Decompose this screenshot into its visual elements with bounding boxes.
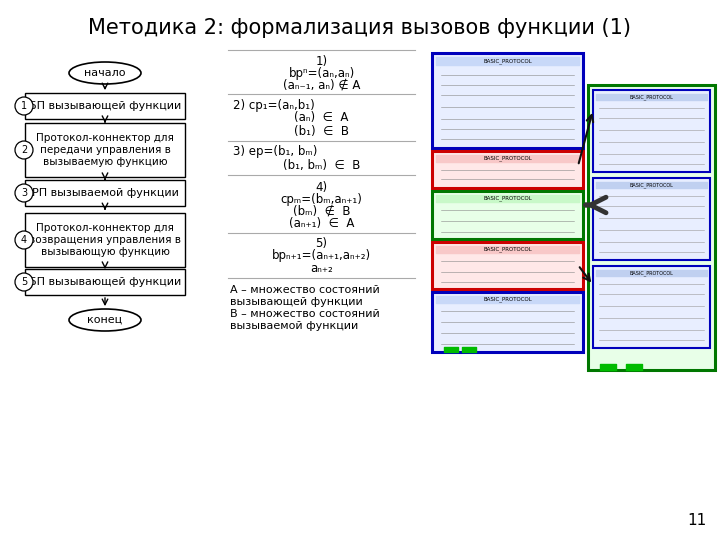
Ellipse shape	[69, 309, 141, 331]
Text: (aₙ)  ∈  A: (aₙ) ∈ A	[294, 111, 348, 125]
FancyBboxPatch shape	[25, 93, 185, 119]
FancyBboxPatch shape	[432, 191, 583, 239]
Circle shape	[15, 97, 33, 115]
Circle shape	[15, 141, 33, 159]
Text: Протокол-коннектор для
возвращения управления в
вызывающую функцию: Протокол-коннектор для возвращения управ…	[29, 222, 181, 258]
Text: 4: 4	[21, 235, 27, 245]
FancyBboxPatch shape	[25, 123, 185, 177]
Text: 4): 4)	[315, 180, 328, 193]
Text: 2: 2	[21, 145, 27, 155]
Text: cpₘ=(bₘ,aₙ₊₁): cpₘ=(bₘ,aₙ₊₁)	[281, 192, 362, 206]
Circle shape	[15, 231, 33, 249]
Text: В – множество состояний: В – множество состояний	[230, 309, 379, 319]
Text: вызывающей функции: вызывающей функции	[230, 297, 363, 307]
Text: БП вызывающей функции: БП вызывающей функции	[29, 277, 181, 287]
Text: БП вызывающей функции: БП вызывающей функции	[29, 101, 181, 111]
Circle shape	[15, 273, 33, 291]
FancyBboxPatch shape	[593, 266, 710, 348]
Text: bpⁿ=(aₙ,aₙ): bpⁿ=(aₙ,aₙ)	[289, 66, 355, 79]
Text: BASIC_PROTOCOL: BASIC_PROTOCOL	[483, 58, 532, 64]
Text: BASIC_PROTOCOL: BASIC_PROTOCOL	[483, 296, 532, 302]
FancyBboxPatch shape	[25, 213, 185, 267]
FancyBboxPatch shape	[593, 90, 710, 172]
Text: конец: конец	[87, 315, 122, 325]
Text: (b₁, bₘ)  ∈  B: (b₁, bₘ) ∈ B	[283, 159, 360, 172]
FancyBboxPatch shape	[432, 242, 583, 289]
Text: 1): 1)	[315, 55, 328, 68]
Text: начало: начало	[84, 68, 126, 78]
Text: BASIC_PROTOCOL: BASIC_PROTOCOL	[483, 247, 532, 252]
Text: вызываемой функции: вызываемой функции	[230, 321, 359, 331]
Text: bpₙ₊₁=(aₙ₊₁,aₙ₊₂): bpₙ₊₁=(aₙ₊₁,aₙ₊₂)	[272, 249, 371, 262]
Text: 2) cp₁=(aₙ,b₁): 2) cp₁=(aₙ,b₁)	[233, 98, 315, 111]
Ellipse shape	[69, 62, 141, 84]
Text: BASIC_PROTOCOL: BASIC_PROTOCOL	[629, 182, 673, 188]
Text: (b₁)  ∈  B: (b₁) ∈ B	[294, 125, 349, 138]
Text: 3: 3	[21, 188, 27, 198]
Text: Методика 2: формализация вызовов функции (1): Методика 2: формализация вызовов функции…	[89, 18, 631, 38]
Text: 1: 1	[21, 101, 27, 111]
FancyBboxPatch shape	[588, 85, 715, 370]
Text: (aₙ₋₁, aₙ) ∉ A: (aₙ₋₁, aₙ) ∉ A	[283, 78, 360, 91]
Text: BASIC_PROTOCOL: BASIC_PROTOCOL	[483, 156, 532, 161]
FancyBboxPatch shape	[432, 53, 583, 148]
Text: BASIC_PROTOCOL: BASIC_PROTOCOL	[629, 270, 673, 276]
Text: (aₙ₊₁)  ∈  A: (aₙ₊₁) ∈ A	[289, 217, 354, 230]
Text: 11: 11	[688, 513, 707, 528]
Text: 5): 5)	[315, 238, 328, 251]
FancyBboxPatch shape	[432, 151, 583, 188]
FancyBboxPatch shape	[25, 269, 185, 295]
Text: РП вызываемой функции: РП вызываемой функции	[32, 188, 179, 198]
FancyBboxPatch shape	[432, 292, 583, 352]
Text: Протокол-коннектор для
передачи управления в
вызываемую функцию: Протокол-коннектор для передачи управлен…	[36, 133, 174, 167]
Text: BASIC_PROTOCOL: BASIC_PROTOCOL	[483, 195, 532, 201]
Text: А – множество состояний: А – множество состояний	[230, 285, 379, 295]
Text: (bₘ)  ∉  B: (bₘ) ∉ B	[293, 205, 350, 218]
Circle shape	[15, 184, 33, 202]
Text: 3) ep=(b₁, bₘ): 3) ep=(b₁, bₘ)	[233, 145, 318, 159]
Text: BASIC_PROTOCOL: BASIC_PROTOCOL	[629, 94, 673, 100]
Text: aₙ₊₂: aₙ₊₂	[310, 261, 333, 274]
Text: 5: 5	[21, 277, 27, 287]
FancyBboxPatch shape	[593, 178, 710, 260]
FancyBboxPatch shape	[25, 180, 185, 206]
